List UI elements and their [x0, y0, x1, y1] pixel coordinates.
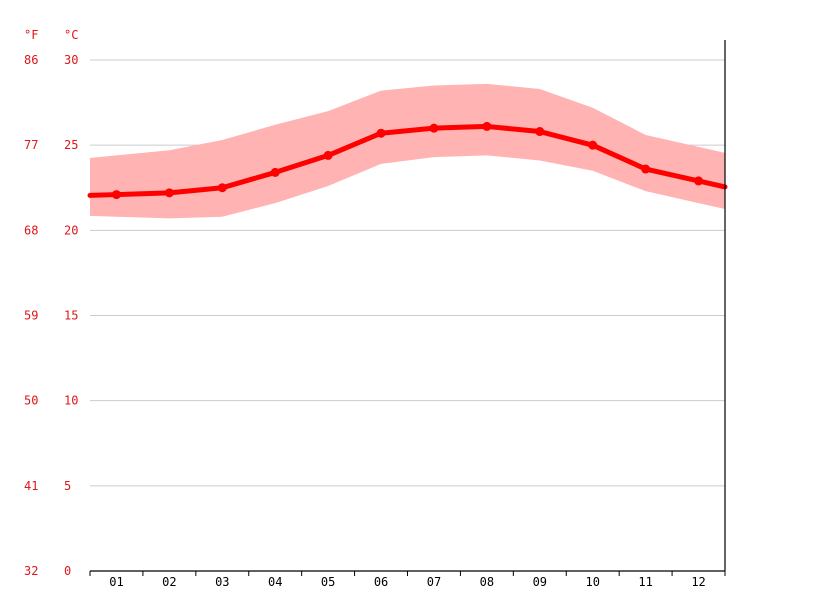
series-line [87, 123, 728, 198]
y-tick-labels: 86 30 77 25 68 20 59 15 50 10 41 5 32 0 [24, 53, 78, 578]
y-tick-label-f: 50 [24, 394, 38, 408]
y-tick-label-c: 10 [64, 394, 78, 408]
x-tick-label: 09 [533, 575, 547, 589]
celsius-unit-label: °C [64, 28, 78, 42]
data-point [641, 164, 651, 174]
data-point [111, 190, 121, 200]
y-tick-label-c: 20 [64, 223, 78, 237]
x-tick-label: 01 [109, 575, 123, 589]
grid-lines [90, 59, 725, 487]
x-tick-label: 04 [268, 575, 282, 589]
series-points [111, 121, 704, 200]
data-point [429, 123, 439, 133]
fahrenheit-unit-label: °F [24, 28, 38, 42]
y-tick-label-c: 30 [64, 53, 78, 67]
data-point [376, 128, 386, 138]
x-tick-label: 12 [691, 575, 705, 589]
y-tick-label-c: 5 [64, 479, 71, 493]
data-point [164, 188, 174, 198]
x-tick-label: 06 [374, 575, 388, 589]
y-tick-label-f: 68 [24, 223, 38, 237]
y-tick-label-c: 15 [64, 309, 78, 323]
x-tick-label: 02 [162, 575, 176, 589]
y-tick-label-f: 86 [24, 53, 38, 67]
x-tick-label: 03 [215, 575, 229, 589]
y-tick-label-f: 59 [24, 309, 38, 323]
range-band [90, 83, 725, 219]
data-point [535, 127, 545, 137]
y-tick-label-c: 25 [64, 138, 78, 152]
data-point [588, 140, 598, 150]
x-tick-label: 10 [585, 575, 599, 589]
y-tick-label-c: 0 [64, 564, 71, 578]
y-tick-label-f: 32 [24, 564, 38, 578]
x-tick-labels: 01 02 03 04 05 06 07 08 09 10 11 12 [109, 575, 706, 589]
data-point [217, 183, 227, 193]
data-point [482, 121, 492, 131]
series-line-path [87, 123, 728, 198]
x-tick-label: 11 [638, 575, 652, 589]
y-tick-label-f: 41 [24, 479, 38, 493]
x-tick-label: 07 [427, 575, 441, 589]
range-band-area [90, 83, 725, 219]
y-tick-label-f: 77 [24, 138, 38, 152]
data-point [270, 167, 280, 177]
axes [89, 40, 726, 576]
x-tick-label: 08 [480, 575, 494, 589]
data-point [694, 176, 704, 186]
x-tick-label: 05 [321, 575, 335, 589]
data-point [323, 150, 333, 160]
